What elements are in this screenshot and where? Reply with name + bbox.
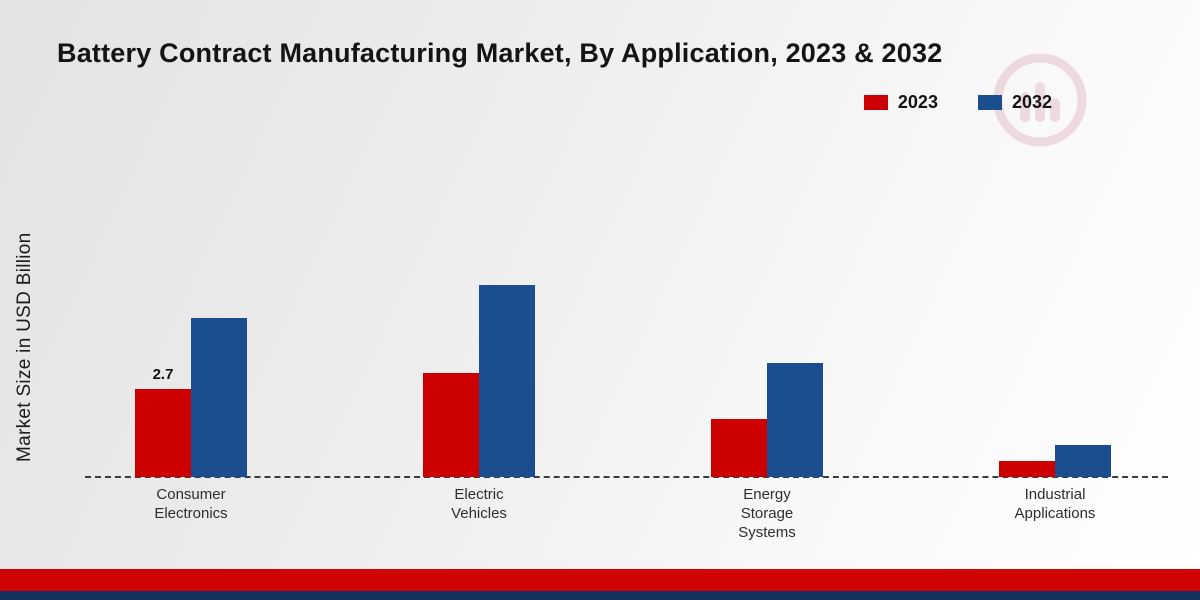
legend-swatch-2032 bbox=[977, 95, 1002, 110]
legend-label-2023: 2023 bbox=[897, 92, 938, 112]
x-axis-baseline bbox=[85, 476, 1168, 478]
category-label: Energy Storage Systems bbox=[738, 486, 796, 541]
category-label: Electric Vehicles bbox=[451, 486, 507, 522]
legend-item-2032: 2032 bbox=[977, 92, 1052, 113]
legend: 2023 2032 bbox=[863, 92, 1052, 113]
bar-pair bbox=[711, 363, 823, 477]
bar-pair: 2.7 bbox=[135, 317, 247, 477]
bar-2032 bbox=[479, 285, 535, 477]
bar-2023 bbox=[711, 418, 767, 477]
bar-group: Energy Storage Systems bbox=[711, 363, 823, 541]
footer-navy-band bbox=[0, 591, 1200, 600]
bar-2032 bbox=[191, 317, 247, 477]
legend-label-2032: 2032 bbox=[1011, 92, 1052, 112]
bar-group: 2.7 Consumer Electronics bbox=[135, 317, 247, 522]
bar-2023 bbox=[999, 460, 1055, 477]
bar-2032 bbox=[1055, 444, 1111, 477]
bar-group: Electric Vehicles bbox=[423, 285, 535, 522]
bar-pair bbox=[999, 444, 1111, 477]
y-axis-label: Market Size in USD Billion bbox=[14, 232, 35, 462]
chart-plot-area: 2.7 Consumer Electronics Electric Vehicles… bbox=[85, 150, 1168, 541]
bar-2032 bbox=[767, 363, 823, 477]
category-label: Industrial Applications bbox=[1014, 486, 1096, 522]
category-label: Consumer Electronics bbox=[154, 486, 228, 522]
bar-value-label: 2.7 bbox=[152, 366, 174, 384]
legend-item-2023: 2023 bbox=[863, 92, 938, 113]
legend-swatch-2023 bbox=[863, 95, 888, 110]
bar-pair bbox=[423, 285, 535, 477]
bar-2023: 2.7 bbox=[135, 366, 191, 477]
bar-2023 bbox=[423, 373, 479, 477]
footer-red-band bbox=[0, 569, 1200, 591]
bar-group: Industrial Applications bbox=[999, 444, 1111, 522]
chart-title: Battery Contract Manufacturing Market, B… bbox=[57, 38, 943, 68]
